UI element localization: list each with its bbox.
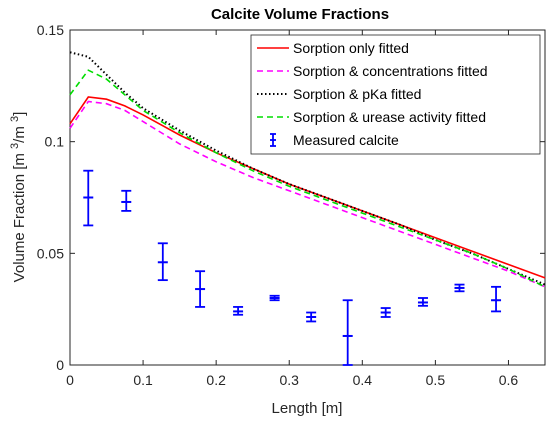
x-axis-label: Length [m] [272, 400, 343, 417]
series-line [69, 96, 546, 279]
legend-label: Sorption & pKa fitted [293, 86, 421, 102]
legend-items: Sorption only fitted Sorption & concentra… [257, 40, 488, 148]
errorbar-point [195, 270, 206, 308]
errorbar-point [83, 169, 94, 227]
series-layer [69, 51, 546, 288]
errorbar-point [342, 299, 353, 366]
legend-label: Sorption & concentrations fitted [293, 63, 488, 79]
axes-layer: 0 0.1 0.2 0.3 0.4 0.5 0.6 0 0.05 0.1 0.15 [37, 22, 545, 388]
errorbar-point [269, 294, 280, 302]
x-tick-label: 0.5 [426, 372, 446, 388]
errorbar-point [157, 242, 168, 282]
legend: Sorption only fitted Sorption & concentra… [250, 34, 541, 155]
y-axis-label: Volume Fraction [m 3/m 3] [9, 112, 28, 283]
errorbar-point [380, 307, 391, 318]
errorbar-point [121, 189, 132, 212]
errorbar-point [454, 283, 465, 293]
y-tick-label: 0.15 [37, 22, 64, 38]
legend-label: Sorption only fitted [293, 40, 409, 56]
x-tick-label: 0.2 [206, 372, 226, 388]
errorbar-point [233, 306, 244, 316]
legend-item: Measured calcite [270, 132, 399, 148]
y-tick-label: 0 [56, 357, 64, 373]
legend-box [250, 34, 541, 155]
y-axis-label-main: Volume Fraction [m [11, 149, 28, 282]
x-tick-label: 0.4 [353, 372, 373, 388]
series-line [69, 100, 546, 288]
x-tick-label: 0 [66, 372, 74, 388]
legend-item: Sorption & concentrations fitted [257, 63, 488, 79]
legend-item: Sorption only fitted [257, 40, 409, 56]
y-axis-label-mid: /m [11, 122, 28, 143]
x-tick-label: 0.1 [133, 372, 153, 388]
x-tick-label: 0.6 [499, 372, 519, 388]
errorbar-point [491, 285, 502, 313]
y-axis-label-sup-2: 3 [9, 116, 21, 122]
errorbar-point [417, 297, 428, 307]
errorbar-point [306, 311, 317, 323]
errorbar-layer [83, 169, 502, 366]
legend-label: Sorption & urease activity fitted [293, 109, 486, 125]
series-line [69, 69, 546, 288]
legend-item: Sorption & urease activity fitted [257, 109, 486, 125]
legend-item: Sorption & pKa fitted [257, 86, 421, 102]
y-tick-label: 0.1 [45, 134, 65, 150]
y-axis-label-end: ] [11, 112, 28, 116]
y-axis-label-sup-1: 3 [9, 143, 21, 149]
x-tick-label: 0.3 [279, 372, 299, 388]
chart-title: Calcite Volume Fractions [211, 6, 389, 23]
series-line [69, 51, 546, 286]
legend-label: Measured calcite [293, 132, 399, 148]
y-tick-label: 0.05 [37, 245, 64, 261]
